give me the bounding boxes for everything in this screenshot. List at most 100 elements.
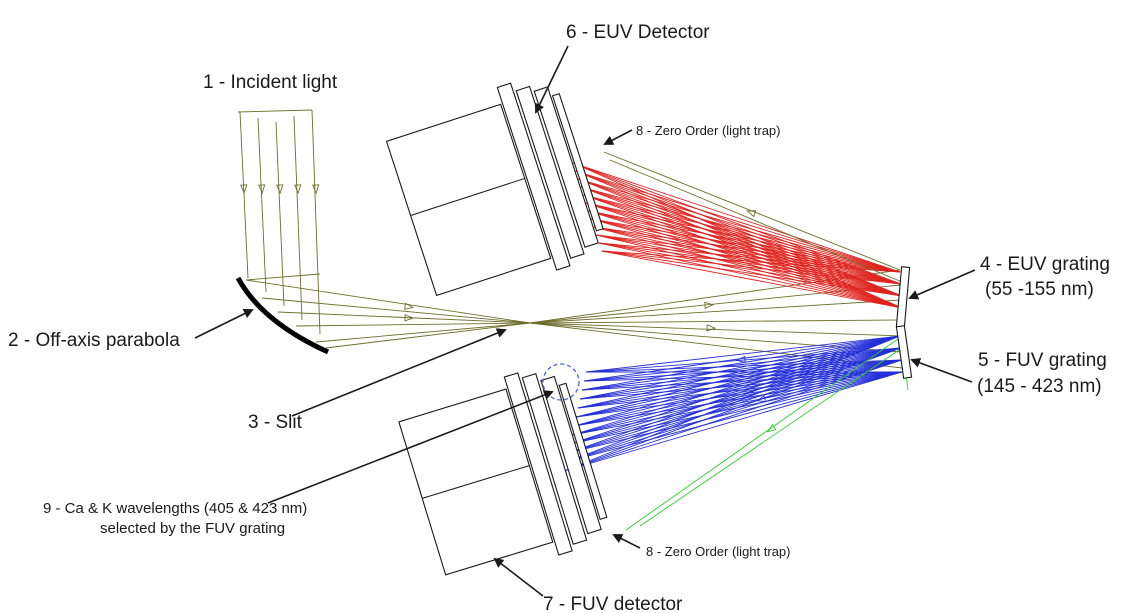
fuv-ray-arrow <box>755 395 767 403</box>
leader-off-axis-parabola <box>194 309 254 339</box>
fuv-ray <box>579 335 901 400</box>
fuv-ray <box>575 371 903 418</box>
euv-ray <box>598 242 903 297</box>
label-ca-k-1: 9 - Ca & K wavelengths (405 & 423 nm) <box>43 500 307 517</box>
label-fuv-detector: 7 - FUV detector <box>543 594 683 613</box>
converging-ray <box>325 322 531 349</box>
incident-ray-arrow <box>276 184 284 195</box>
label-euv-grating-2: (55 -155 nm) <box>985 279 1094 300</box>
fuv-ray <box>565 371 903 463</box>
fuv-ray <box>581 347 902 391</box>
fuv-detector-plate-3 <box>540 375 602 535</box>
diverging-ray <box>529 284 901 324</box>
euv-ray <box>588 210 901 273</box>
fuv-ray <box>563 347 902 472</box>
fuv-ray <box>581 359 903 391</box>
fuv-ray <box>583 335 901 382</box>
incident-ray-arrow <box>258 184 266 195</box>
fuv-ray <box>569 335 901 445</box>
fuv-ray <box>563 371 903 472</box>
leader-slit <box>291 328 507 417</box>
incident-ray <box>275 121 285 307</box>
converging-ray <box>277 311 531 324</box>
euv-ray <box>585 202 901 273</box>
converging-ray <box>295 322 531 327</box>
fuv-grating <box>895 325 913 379</box>
euv-ray <box>601 250 903 309</box>
euv-ray <box>575 170 901 273</box>
fuv-ray <box>563 359 903 472</box>
fuv-detector-window <box>558 382 608 520</box>
fuv-ray-arrow <box>735 355 746 364</box>
incident-ray <box>311 109 321 335</box>
converging-ray <box>245 279 531 324</box>
fuv-ray <box>585 335 901 373</box>
euv-zero-order-rays <box>603 151 903 283</box>
euv-ray <box>596 234 902 285</box>
euv-ray <box>596 234 903 309</box>
label-fuv-grating-1: 5 - FUV grating <box>978 350 1107 371</box>
fuv-ray <box>579 347 902 400</box>
label-euv-grating-1: 4 - EUV grating <box>980 254 1110 275</box>
leader-zero-order-top <box>603 129 633 145</box>
fuv-ray <box>575 347 902 418</box>
leader-fuv-grating <box>910 358 973 383</box>
leader-ca-k <box>267 390 554 504</box>
euv-ray <box>580 186 902 285</box>
fuv-ray <box>583 347 902 382</box>
euv-detector-body <box>385 103 552 297</box>
label-ca-k-2: selected by the FUV grating <box>100 520 285 537</box>
fuv-detector-plate-1 <box>503 372 573 556</box>
euv-diffracted-rays <box>572 162 903 309</box>
incident-bundle-top <box>237 109 313 113</box>
fuv-detector-midline <box>422 465 530 499</box>
euv-ray <box>593 226 902 285</box>
euv-ray <box>588 210 903 309</box>
fuv-ray <box>563 335 901 472</box>
euv-ray <box>598 242 901 273</box>
label-zero-order-top: 8 - Zero Order (light trap) <box>636 123 781 138</box>
euv-detector-midline <box>410 177 525 217</box>
label-incident-light: 1 - Incident light <box>203 72 338 93</box>
incident-bundle-bottom <box>245 273 321 281</box>
diverging-ray <box>529 299 901 324</box>
euv-zero-order-arrow <box>745 210 757 218</box>
euv-ray <box>583 194 902 285</box>
fuv-ray <box>567 347 902 454</box>
euv-ray <box>578 178 901 273</box>
incident-ray-arrow <box>312 184 320 195</box>
diverging-ray <box>529 322 903 337</box>
label-slit: 3 - Slit <box>248 412 303 433</box>
fuv-ray <box>569 347 902 445</box>
fuv-ray <box>565 335 901 463</box>
euv-grating <box>895 266 911 328</box>
euv-ray <box>596 234 901 273</box>
converging-ray <box>315 322 531 343</box>
euv-ray <box>591 218 901 273</box>
diverging-ray-arrow <box>706 324 717 332</box>
leader-euv-detector <box>534 45 569 114</box>
leader-euv-grating <box>908 269 976 300</box>
euv-ray <box>596 234 903 297</box>
euv-ray <box>585 202 902 285</box>
label-off-axis-parabola: 2 - Off-axis parabola <box>8 330 180 351</box>
leader-zero-order-bottom <box>612 534 641 549</box>
euv-ray <box>601 250 901 273</box>
fuv-ray <box>573 347 902 427</box>
incident-ray <box>257 117 267 293</box>
fuv-ray <box>577 335 901 409</box>
zero-order-ray-arrow <box>766 423 777 433</box>
zero-order-ray <box>639 347 903 527</box>
euv-ray <box>601 250 902 285</box>
euv-detector-plate-1 <box>496 82 571 271</box>
fuv-diffracted-rays <box>563 335 903 472</box>
diverging-ray <box>529 322 903 353</box>
diverging-ray-arrow <box>704 301 715 310</box>
incident-ray-arrow <box>294 184 302 195</box>
incident-ray <box>293 115 303 321</box>
euv-ray <box>591 218 902 285</box>
incident-ray-arrow <box>240 184 248 195</box>
fuv-ray <box>575 335 901 418</box>
converging-ray-arrow <box>404 302 415 310</box>
